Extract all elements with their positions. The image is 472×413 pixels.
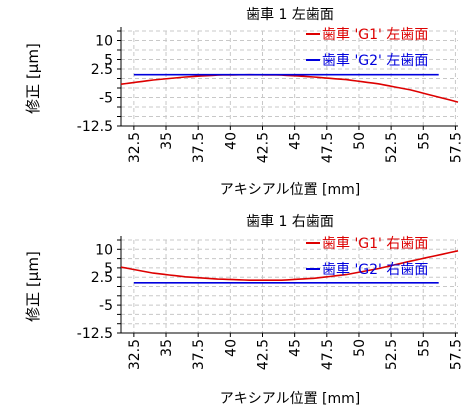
chart-title: 歯車 1 右歯面	[246, 213, 334, 230]
x-tick-label: 35	[159, 132, 175, 150]
x-axis-label: アキシアル位置 [mm]	[220, 182, 361, 198]
x-tick-label: 32.5	[127, 339, 143, 370]
x-tick-label: 45	[288, 339, 304, 357]
y-tick-label: 2.5	[91, 270, 113, 286]
legend-label: 歯車 'G1' 右歯面	[322, 235, 428, 252]
legend-label: 歯車 'G2' 右歯面	[322, 261, 428, 278]
y-tick-label: -12.5	[77, 326, 113, 342]
x-axis-label: アキシアル位置 [mm]	[220, 391, 361, 407]
y-axis-label: 修正 [µm]	[24, 43, 42, 114]
x-tick-label: 57.5	[448, 132, 464, 163]
legend-label: 歯車 'G2' 左歯面	[322, 52, 428, 69]
series-line	[120, 250, 459, 282]
x-tick-label: 40	[223, 339, 239, 357]
y-tick-label: 2.5	[91, 62, 113, 78]
x-tick-label: 47.5	[320, 339, 336, 370]
x-tick-label: 50	[352, 132, 368, 150]
y-tick-label: -5	[99, 91, 113, 107]
x-tick-label: 47.5	[320, 132, 336, 163]
y-tick-label: 10	[95, 34, 113, 50]
y-tick-label: -5	[99, 298, 113, 314]
chart-title: 歯車 1 左歯面	[246, 6, 334, 23]
x-tick-label: 40	[223, 132, 239, 150]
x-tick-label: 52.5	[384, 132, 400, 163]
x-tick-label: 45	[288, 132, 304, 150]
y-tick-label: 10	[95, 242, 113, 258]
x-tick-label: 42.5	[255, 339, 271, 370]
y-tick-label: 5	[104, 261, 113, 277]
y-tick-label: 5	[104, 53, 113, 69]
x-tick-label: 52.5	[384, 339, 400, 370]
x-tick-label: 55	[416, 132, 432, 150]
y-axis-label: 修正 [µm]	[24, 251, 42, 322]
y-tick-label: -12.5	[77, 119, 113, 135]
x-tick-label: 50	[352, 339, 368, 357]
x-tick-label: 35	[159, 339, 175, 357]
x-tick-label: 32.5	[127, 132, 143, 163]
legend-label: 歯車 'G1' 左歯面	[322, 26, 428, 43]
x-tick-label: 42.5	[255, 132, 271, 163]
x-tick-label: 55	[416, 339, 432, 357]
x-tick-label: 37.5	[191, 339, 207, 370]
x-tick-label: 57.5	[448, 339, 464, 370]
x-tick-label: 37.5	[191, 132, 207, 163]
